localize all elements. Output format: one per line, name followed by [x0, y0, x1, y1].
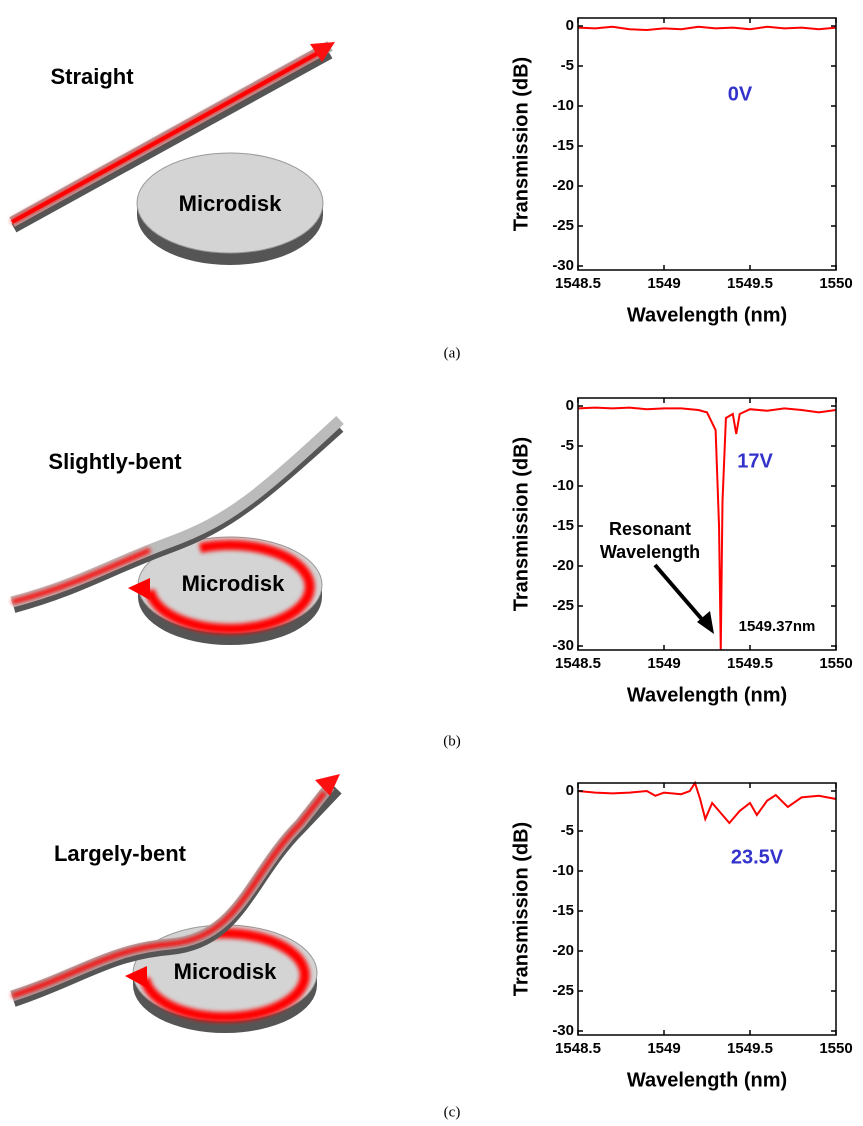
x-tick-label: 1548.5 — [555, 1040, 601, 1057]
disk-label: Microdisk — [179, 191, 282, 216]
voltage-label: 17V — [737, 450, 773, 472]
diagram-label: Straight — [50, 64, 134, 89]
y-axis-title: Transmission (dB) — [510, 437, 532, 611]
y-tick-label: -5 — [561, 822, 574, 839]
y-tick-label: -15 — [552, 517, 574, 534]
caption: (a) — [444, 345, 461, 361]
y-tick-label: -10 — [552, 477, 574, 494]
x-tick-label: 1548.5 — [555, 655, 601, 672]
y-tick-label: -25 — [552, 217, 574, 234]
y-tick-label: -10 — [552, 97, 574, 114]
diagram-b: Slightly-bent Microdisk — [10, 415, 344, 645]
diagram-c: Largely-bent Microdisk — [10, 774, 342, 1033]
voltage-label: 0V — [728, 83, 753, 105]
annotation: Wavelength — [600, 542, 700, 562]
y-tick-label: -20 — [552, 177, 574, 194]
x-tick-label: 1550 — [819, 655, 852, 672]
caption: (b) — [443, 733, 461, 749]
y-tick-label: -25 — [552, 982, 574, 999]
y-tick-label: 0 — [566, 782, 574, 799]
diagram-a: Straight Microdisk — [9, 41, 335, 265]
y-axis-title: Transmission (dB) — [510, 822, 532, 996]
x-tick-label: 1549.5 — [727, 1040, 773, 1057]
x-tick-label: 1548.5 — [555, 275, 601, 292]
x-axis-title: Wavelength (nm) — [627, 1069, 787, 1091]
plot-frame — [577, 17, 837, 271]
y-tick-label: -30 — [552, 257, 574, 274]
annotation: Resonant — [609, 519, 691, 539]
data-line — [577, 25, 837, 32]
plot-frame — [577, 397, 837, 651]
data-line — [577, 780, 837, 825]
peak-label: 1549.37nm — [739, 618, 816, 635]
y-tick-label: -10 — [552, 862, 574, 879]
disk-label: Microdisk — [182, 571, 285, 596]
y-tick-label: -20 — [552, 557, 574, 574]
y-tick-label: -30 — [552, 1022, 574, 1039]
y-axis-title: Transmission (dB) — [510, 57, 532, 231]
x-tick-label: 1549 — [647, 655, 680, 672]
y-tick-label: -15 — [552, 137, 574, 154]
y-tick-label: -5 — [561, 57, 574, 74]
caption: (c) — [444, 1104, 461, 1120]
y-tick-label: -25 — [552, 597, 574, 614]
y-tick-label: -30 — [552, 637, 574, 654]
x-tick-label: 1550 — [819, 275, 852, 292]
diagram-label: Largely-bent — [54, 841, 187, 866]
y-tick-label: 0 — [566, 397, 574, 414]
x-tick-label: 1549.5 — [727, 655, 773, 672]
x-tick-label: 1549.5 — [727, 275, 773, 292]
y-tick-label: 0 — [566, 17, 574, 34]
disk-label: Microdisk — [174, 959, 277, 984]
x-tick-label: 1549 — [647, 1040, 680, 1057]
x-tick-label: 1549 — [647, 275, 680, 292]
annotation-arrowhead — [697, 611, 714, 634]
y-tick-label: -5 — [561, 437, 574, 454]
x-axis-title: Wavelength (nm) — [627, 304, 787, 326]
diagram-label: Slightly-bent — [48, 449, 182, 474]
y-tick-label: -15 — [552, 902, 574, 919]
x-tick-label: 1550 — [819, 1040, 852, 1057]
x-axis-title: Wavelength (nm) — [627, 684, 787, 706]
annotation-arrow — [653, 563, 708, 626]
voltage-label: 23.5V — [731, 846, 784, 868]
plot-frame — [577, 782, 837, 1036]
y-tick-label: -20 — [552, 942, 574, 959]
